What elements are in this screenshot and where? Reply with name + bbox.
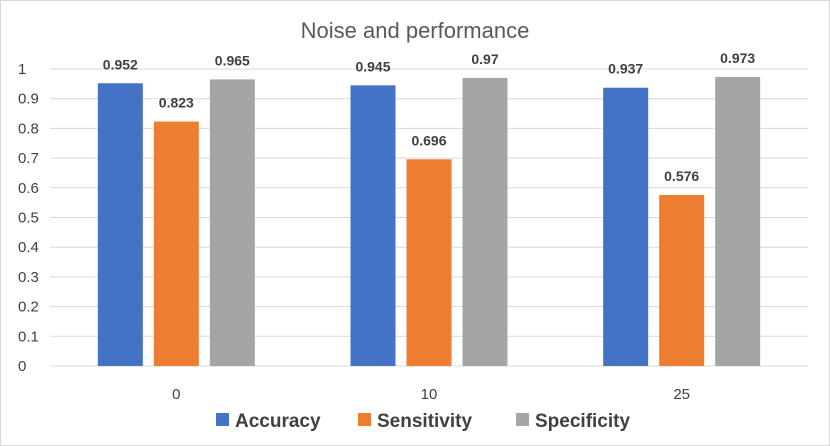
bar-sensitivity-10 [406,159,452,366]
x-axis-ticks: 0 10 25 [172,386,690,403]
bar-specificity-0 [209,79,255,367]
bar-sensitivity-0 [153,121,199,366]
y-tick-label: 0.7 [18,150,39,167]
x-tick-label: 0 [172,386,180,403]
y-tick-label: 0.5 [18,210,39,227]
legend: Accuracy Sensitivity Specificity [216,411,630,432]
x-tick-label: 10 [421,386,438,403]
data-labels: 0.952 0.823 0.965 0.945 0.696 0.97 0.937 0.576 0… [103,50,756,184]
data-label: 0.965 [215,52,250,68]
x-tick-label: 25 [673,386,690,403]
y-tick-label: 0.9 [18,91,39,108]
data-label: 0.696 [411,132,446,148]
legend-label-sensitivity: Sensitivity [377,411,472,432]
bar-accuracy-25 [603,87,649,366]
bar-specificity-25 [715,77,761,367]
y-tick-label: 0.6 [18,180,39,197]
y-tick-label: 0.3 [18,269,39,286]
chart-title: Noise and performance [301,18,530,43]
legend-swatch-accuracy [216,413,229,426]
bar-sensitivity-25 [659,194,705,366]
legend-label-accuracy: Accuracy [235,411,321,432]
data-label: 0.937 [608,61,643,77]
bar-accuracy-10 [350,85,396,367]
data-label: 0.97 [471,51,498,67]
bars [97,77,761,367]
legend-label-specificity: Specificity [535,411,630,432]
y-tick-label: 0.1 [18,328,39,345]
bar-specificity-10 [462,77,508,366]
legend-swatch-specificity [516,413,529,426]
bar-accuracy-0 [97,83,143,367]
y-axis-ticks: 0 0.1 0.2 0.3 0.4 0.5 0.6 0.7 0.8 0.9 1 [18,61,39,375]
data-label: 0.576 [664,168,699,184]
data-label: 0.823 [159,95,194,111]
data-label: 0.945 [355,58,390,74]
y-tick-label: 0 [18,358,26,375]
data-label: 0.952 [103,56,138,72]
y-tick-label: 0.8 [18,120,39,137]
y-tick-label: 1 [18,61,26,78]
y-tick-label: 0.2 [18,299,39,316]
y-tick-label: 0.4 [18,239,39,256]
legend-swatch-sensitivity [358,413,371,426]
data-label: 0.973 [720,50,755,66]
